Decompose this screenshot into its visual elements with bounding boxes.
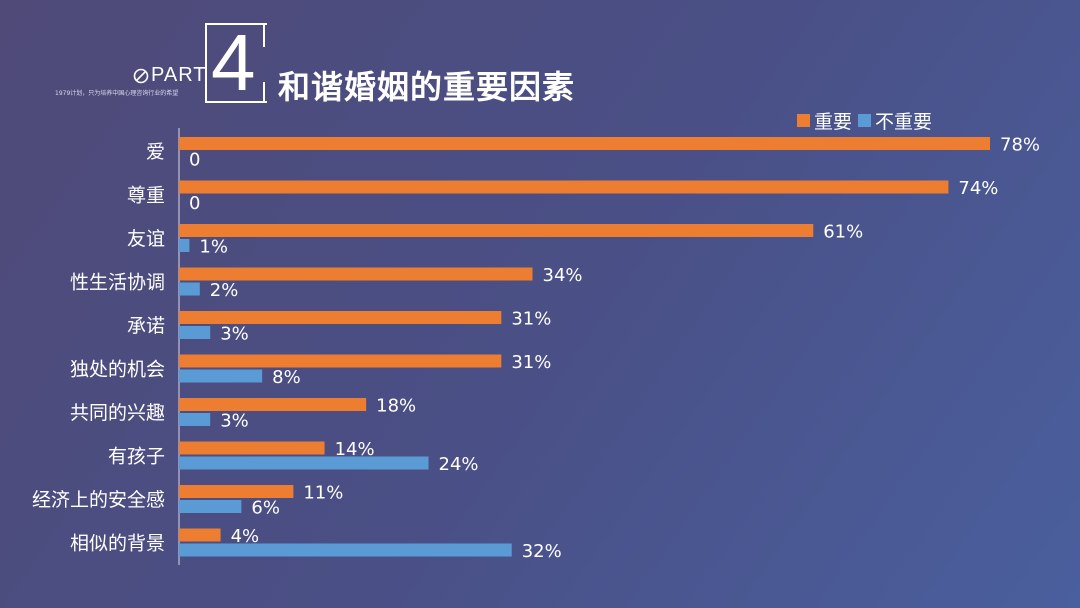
data-label-unimportant: 32%: [522, 541, 562, 562]
data-label-unimportant: 3%: [220, 324, 249, 345]
legend-swatch-important: [797, 114, 810, 127]
bar-important: [179, 528, 221, 542]
data-label-unimportant: 8%: [272, 367, 301, 388]
legend-label-important: 重要: [814, 111, 853, 133]
number-frame-edge-bottom: [263, 82, 265, 103]
bar-important: [179, 485, 294, 498]
legend-item-important: 重要: [797, 107, 852, 134]
part-number: 4: [211, 18, 256, 107]
category-label: 性生活协调: [70, 272, 165, 294]
category-label: 有孩子: [108, 446, 165, 468]
bar-important: [179, 224, 814, 237]
data-label-important: 11%: [303, 483, 343, 504]
number-frame-edge-top: [263, 23, 265, 47]
category-label: 承诺: [127, 315, 165, 337]
data-label-unimportant: 3%: [220, 411, 249, 432]
bar-important: [179, 311, 502, 324]
bar-important: [179, 267, 533, 281]
category-label: 独处的机会: [70, 359, 165, 381]
legend-item-unimportant: 不重要: [858, 107, 932, 134]
bar-important: [179, 398, 367, 411]
page-title: 和谐婚姻的重要因素: [278, 68, 576, 106]
category-label: 经济上的安全感: [32, 489, 165, 511]
data-label-important: 78%: [1000, 135, 1040, 156]
bar-unimportant: [179, 326, 211, 339]
data-label-unimportant: 6%: [251, 498, 280, 519]
slashed-circle-icon: [133, 68, 149, 83]
data-label-unimportant: 2%: [210, 280, 239, 301]
bar-unimportant: [179, 369, 263, 383]
bar-unimportant: [179, 500, 242, 513]
chart-legend: 重要 不重要: [797, 107, 938, 134]
data-label-unimportant: 0: [189, 193, 200, 214]
part-label: PART: [133, 64, 207, 87]
data-label-important: 74%: [958, 178, 998, 199]
category-label: 友谊: [127, 228, 165, 250]
category-label: 共同的兴趣: [70, 402, 165, 424]
subtitle-text: 1979计划，只为培养中国心理咨询行业的希望: [55, 90, 179, 97]
data-label-important: 4%: [231, 526, 260, 547]
bar-important: [179, 441, 325, 455]
category-label: 尊重: [127, 185, 165, 207]
data-label-unimportant: 0: [189, 150, 200, 171]
bar-important: [179, 180, 949, 194]
data-label-unimportant: 1%: [199, 237, 228, 258]
bar-unimportant: [179, 543, 512, 557]
category-label: 相似的背景: [70, 533, 165, 555]
data-label-important: 31%: [511, 309, 551, 330]
legend-label-unimportant: 不重要: [875, 111, 933, 133]
number-frame: [205, 23, 267, 103]
bar-important: [179, 137, 990, 150]
bar-unimportant: [179, 413, 211, 426]
bar-unimportant: [179, 456, 429, 470]
data-label-important: 14%: [335, 439, 375, 460]
data-label-important: 18%: [376, 396, 416, 417]
bar-unimportant: [179, 282, 200, 296]
category-label: 爱: [146, 141, 165, 163]
data-label-important: 31%: [511, 352, 551, 373]
bar-important: [179, 354, 502, 368]
part-text: PART: [151, 64, 207, 86]
data-label-important: 34%: [543, 265, 583, 286]
data-label-important: 61%: [823, 222, 863, 243]
bar-unimportant: [179, 239, 190, 252]
header: PART 1979计划，只为培养中国心理咨询行业的希望 4 和谐婚姻的重要因素: [0, 0, 1080, 120]
data-label-unimportant: 24%: [439, 454, 479, 475]
legend-swatch-unimportant: [858, 114, 872, 127]
